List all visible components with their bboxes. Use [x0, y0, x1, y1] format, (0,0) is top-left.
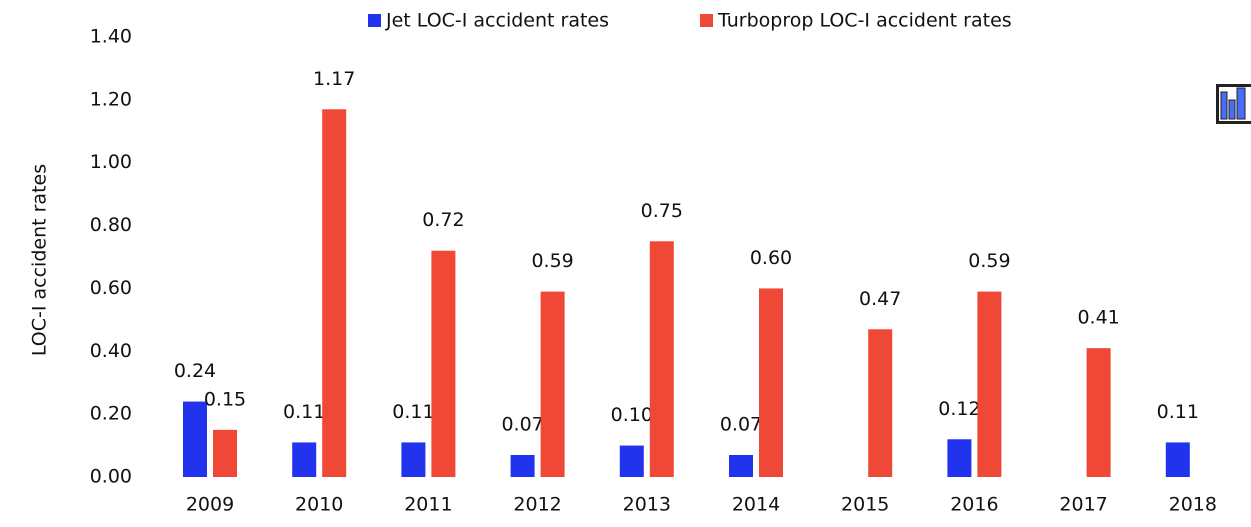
data-label: 0.72 — [422, 209, 464, 231]
data-label: 0.41 — [1077, 307, 1119, 329]
data-label: 0.07 — [501, 414, 543, 436]
bar — [322, 109, 347, 478]
bar — [759, 288, 783, 477]
y-tick-label: 1.40 — [90, 26, 132, 48]
legend-label: Turboprop LOC-I accident rates — [717, 10, 1012, 32]
bar — [292, 442, 317, 477]
bar — [540, 291, 565, 477]
data-label: 0.12 — [938, 398, 980, 420]
data-label: 0.59 — [968, 250, 1010, 272]
y-axis-title: LOC-I accident rates — [29, 164, 51, 356]
chart-icon — [1216, 84, 1251, 124]
bar — [183, 401, 207, 477]
bar — [729, 455, 753, 477]
x-tick-label: 2017 — [1059, 494, 1107, 516]
data-label: 0.11 — [1157, 401, 1199, 423]
legend-label: Jet LOC-I accident rates — [385, 10, 609, 32]
y-tick-label: 0.40 — [90, 340, 132, 362]
data-label: 0.07 — [720, 414, 762, 436]
data-label: 0.75 — [641, 200, 683, 222]
x-tick-label: 2014 — [732, 494, 780, 516]
data-label: 0.15 — [204, 388, 246, 410]
y-tick-label: 1.20 — [90, 88, 132, 110]
legend-swatch — [368, 14, 381, 27]
y-tick-label: 0.80 — [90, 214, 132, 236]
data-label: 0.11 — [392, 401, 434, 423]
y-tick-label: 0.60 — [90, 277, 132, 299]
bar — [977, 291, 1002, 477]
y-tick-label: 0.20 — [90, 403, 132, 425]
bar — [649, 241, 674, 477]
bar — [431, 250, 456, 477]
data-label: 1.17 — [313, 68, 355, 90]
x-tick-label: 2010 — [295, 494, 343, 516]
bar — [401, 442, 426, 477]
y-tick-label: 0.00 — [90, 466, 132, 488]
legend-swatch — [700, 14, 713, 27]
bar — [1086, 348, 1111, 477]
x-tick-label: 2018 — [1169, 494, 1217, 516]
bar — [510, 455, 535, 477]
data-label: 0.60 — [750, 247, 792, 269]
x-tick-label: 2012 — [513, 494, 561, 516]
x-tick-label: 2011 — [404, 494, 452, 516]
x-tick-label: 2016 — [950, 494, 998, 516]
x-tick-label: 2015 — [841, 494, 889, 516]
bar — [1165, 442, 1190, 477]
bar — [213, 429, 237, 477]
data-label: 0.11 — [283, 401, 325, 423]
data-label: 0.47 — [859, 288, 901, 310]
bar — [947, 439, 972, 477]
x-tick-label: 2009 — [186, 494, 234, 516]
y-tick-label: 1.00 — [90, 151, 132, 173]
bar — [868, 329, 893, 477]
data-label: 0.24 — [174, 360, 216, 382]
x-tick-label: 2013 — [623, 494, 671, 516]
bar — [619, 445, 644, 477]
data-label: 0.10 — [611, 404, 653, 426]
data-label: 0.59 — [531, 250, 573, 272]
